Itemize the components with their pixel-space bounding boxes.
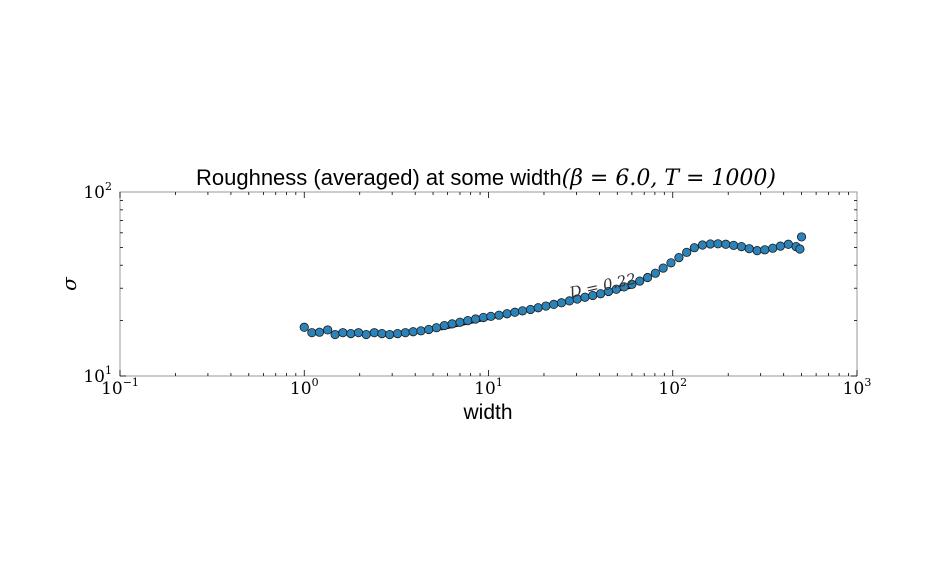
data-point [369, 328, 379, 338]
data-point [486, 311, 496, 321]
data-point [361, 329, 371, 340]
x-axis-label: width [462, 401, 512, 424]
data-point [736, 241, 747, 252]
data-point [783, 239, 793, 249]
data-point [338, 328, 348, 338]
data-point [330, 329, 340, 340]
data-point [307, 328, 317, 338]
data-point [502, 309, 512, 319]
data-point [299, 322, 309, 332]
data-point [682, 247, 692, 257]
data-point [392, 328, 403, 339]
data-point [431, 323, 442, 333]
data-point [674, 253, 684, 263]
data-point [346, 328, 356, 339]
data-point [377, 328, 387, 339]
data-point [470, 314, 481, 324]
data-point [697, 240, 708, 250]
data-point [510, 307, 520, 317]
data-point [689, 243, 699, 253]
y-tick-label: 102 [83, 180, 112, 203]
data-point [455, 317, 465, 327]
axis-ticks [119, 192, 858, 377]
data-point [400, 328, 411, 338]
y-axis-label: σ [57, 276, 81, 291]
data-point [721, 239, 731, 249]
data-point [666, 258, 676, 268]
data-point [541, 301, 551, 311]
x-tick-label: 103 [843, 376, 872, 399]
chart-title-math: (β = 6.0, T = 1000) [562, 166, 776, 191]
plot-frame [119, 191, 858, 377]
data-point [705, 239, 715, 249]
data-point [416, 326, 426, 336]
data-point [314, 327, 325, 337]
y-tick-label: 101 [83, 364, 112, 387]
data-point [517, 306, 528, 316]
chart-title: Roughness (averaged) at some width(β = 6… [196, 165, 776, 191]
data-points [299, 232, 807, 340]
data-point [642, 272, 653, 283]
data-point [635, 276, 645, 286]
data-point [549, 299, 559, 309]
data-point [494, 310, 504, 320]
chart-title-text: Roughness (averaged) at some width [196, 165, 562, 190]
x-tick-label: 101 [474, 376, 503, 399]
data-point [658, 263, 668, 273]
data-point [775, 241, 786, 251]
data-point [424, 324, 434, 335]
data-point [729, 240, 739, 250]
data-point [463, 316, 473, 326]
data-point [760, 245, 770, 255]
data-point [323, 325, 333, 335]
data-point [353, 328, 364, 338]
data-point [525, 304, 536, 315]
data-point [447, 319, 457, 329]
data-point [408, 327, 418, 337]
data-point [713, 239, 723, 249]
x-tick-label: 100 [290, 376, 319, 399]
tick-labels: 10−1 100 101 102 103 101 102 [83, 180, 871, 399]
data-point [752, 246, 762, 256]
data-point [627, 279, 637, 289]
data-point [650, 268, 660, 278]
data-point [768, 243, 778, 253]
data-point [744, 244, 754, 254]
data-point [796, 232, 807, 242]
data-point [533, 303, 543, 313]
data-point [439, 320, 449, 331]
data-point [795, 244, 805, 254]
x-tick-label: 102 [658, 376, 687, 399]
data-point [385, 329, 395, 340]
x-tick-label: 10−1 [101, 376, 139, 399]
data-point [478, 312, 488, 323]
data-point [556, 298, 567, 308]
